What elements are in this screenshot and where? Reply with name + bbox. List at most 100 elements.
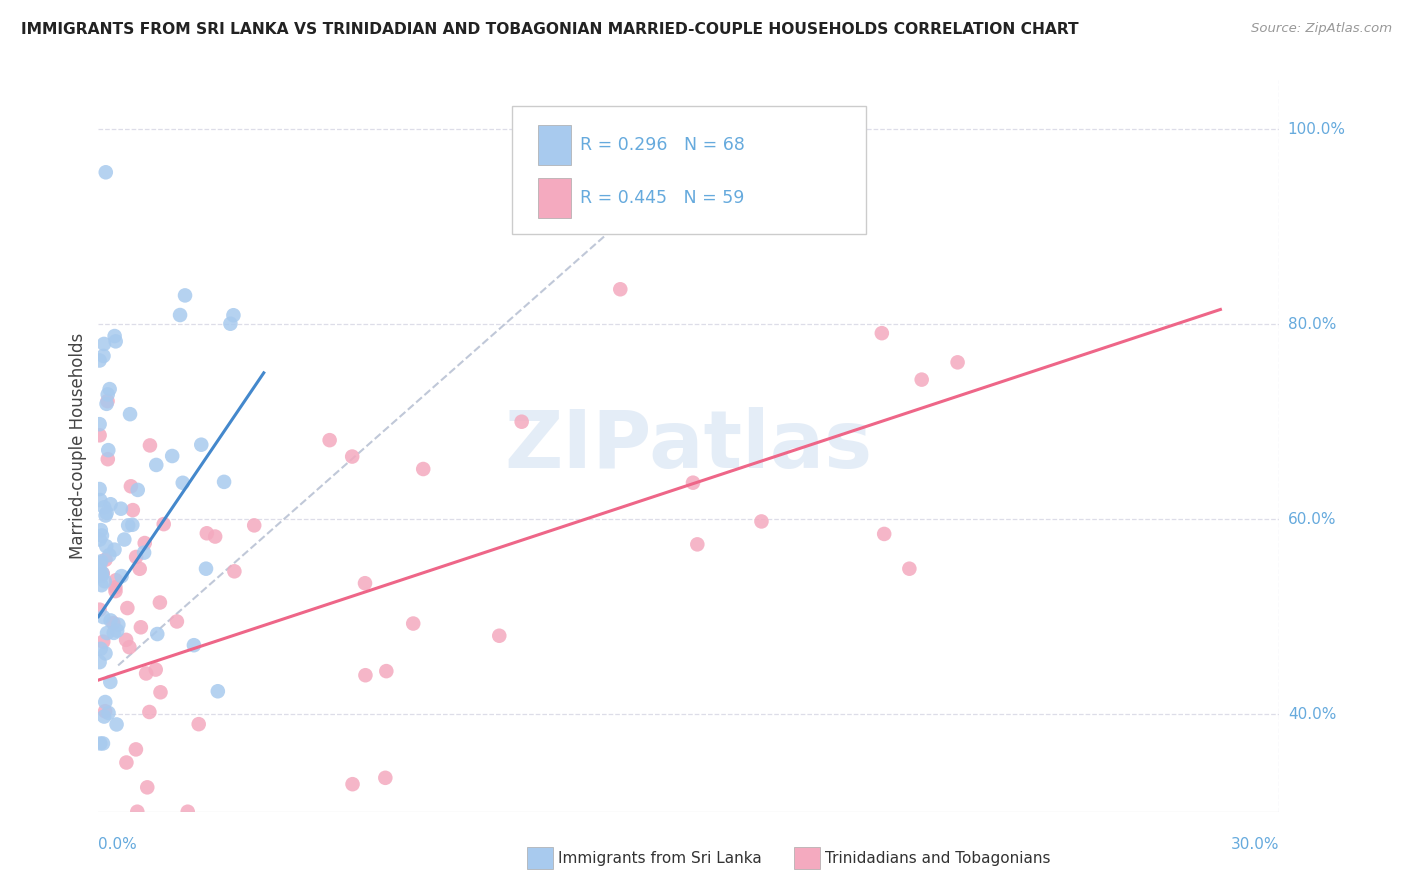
Point bbox=[129, 620, 152, 634]
Point bbox=[118, 640, 141, 655]
Point bbox=[90, 568, 112, 582]
Point bbox=[93, 349, 115, 363]
Point bbox=[224, 564, 246, 578]
Point bbox=[89, 533, 111, 547]
Point bbox=[104, 584, 127, 599]
Point bbox=[115, 632, 138, 647]
Point bbox=[166, 615, 188, 629]
Point bbox=[219, 317, 242, 331]
Point bbox=[89, 482, 111, 496]
Text: 60.0%: 60.0% bbox=[1288, 512, 1336, 526]
Text: 80.0%: 80.0% bbox=[1288, 317, 1336, 332]
Text: Source: ZipAtlas.com: Source: ZipAtlas.com bbox=[1251, 22, 1392, 36]
Point bbox=[609, 282, 631, 296]
Point bbox=[90, 554, 112, 568]
Point bbox=[91, 528, 114, 542]
Point bbox=[374, 771, 396, 785]
Point bbox=[212, 475, 235, 489]
Point bbox=[136, 780, 159, 795]
Point bbox=[222, 308, 245, 322]
FancyBboxPatch shape bbox=[512, 106, 866, 234]
Point bbox=[125, 742, 148, 756]
Point bbox=[120, 479, 142, 493]
Point bbox=[98, 382, 121, 396]
Point bbox=[100, 614, 122, 628]
Point bbox=[146, 627, 169, 641]
Point bbox=[318, 433, 340, 447]
Point bbox=[91, 736, 114, 750]
Point bbox=[117, 601, 139, 615]
Point bbox=[105, 624, 128, 638]
Point bbox=[89, 602, 111, 616]
Point bbox=[127, 483, 149, 497]
Text: ZIPatlas: ZIPatlas bbox=[505, 407, 873, 485]
Point bbox=[103, 625, 125, 640]
Y-axis label: Married-couple Households: Married-couple Households bbox=[69, 333, 87, 559]
Point bbox=[172, 475, 194, 490]
Point bbox=[751, 515, 773, 529]
Point bbox=[121, 517, 143, 532]
Point bbox=[195, 526, 218, 541]
Point bbox=[128, 562, 150, 576]
Point bbox=[152, 517, 174, 532]
Point bbox=[115, 756, 138, 770]
Point bbox=[898, 562, 921, 576]
Point bbox=[125, 549, 148, 564]
Point bbox=[94, 695, 117, 709]
Point bbox=[127, 805, 149, 819]
Point bbox=[97, 443, 120, 458]
Point bbox=[98, 675, 121, 690]
Point bbox=[145, 663, 167, 677]
Point bbox=[118, 407, 141, 421]
Point bbox=[354, 668, 377, 682]
Point bbox=[94, 165, 117, 179]
Point bbox=[89, 566, 111, 580]
Point bbox=[104, 334, 127, 349]
Point bbox=[97, 706, 120, 720]
Point bbox=[510, 415, 533, 429]
Point bbox=[488, 629, 510, 643]
Point bbox=[870, 326, 893, 341]
Point bbox=[183, 638, 205, 652]
Point bbox=[96, 394, 118, 409]
Point bbox=[89, 556, 111, 570]
Point bbox=[132, 546, 155, 560]
Text: R = 0.445   N = 59: R = 0.445 N = 59 bbox=[581, 189, 745, 207]
Point bbox=[187, 717, 209, 731]
Text: R = 0.296   N = 68: R = 0.296 N = 68 bbox=[581, 136, 745, 154]
Point bbox=[89, 417, 111, 432]
Point bbox=[117, 518, 139, 533]
Point bbox=[138, 705, 160, 719]
Point bbox=[94, 552, 117, 566]
Point bbox=[121, 503, 143, 517]
Point bbox=[342, 777, 364, 791]
Bar bbox=[537, 125, 571, 165]
Point bbox=[340, 450, 363, 464]
Point bbox=[139, 438, 162, 452]
Point bbox=[94, 508, 117, 523]
Point bbox=[94, 704, 117, 718]
Point bbox=[145, 458, 167, 472]
Point bbox=[96, 506, 118, 520]
Point bbox=[135, 666, 157, 681]
Point bbox=[96, 626, 118, 640]
Point bbox=[93, 709, 115, 723]
Point bbox=[90, 523, 112, 537]
Point bbox=[104, 580, 127, 594]
Point bbox=[110, 501, 132, 516]
Point bbox=[149, 595, 172, 609]
Text: 0.0%: 0.0% bbox=[98, 837, 138, 852]
Point bbox=[103, 542, 125, 557]
Point bbox=[105, 717, 128, 731]
Text: IMMIGRANTS FROM SRI LANKA VS TRINIDADIAN AND TOBAGONIAN MARRIED-COUPLE HOUSEHOLD: IMMIGRANTS FROM SRI LANKA VS TRINIDADIAN… bbox=[21, 22, 1078, 37]
Point bbox=[402, 616, 425, 631]
Point bbox=[873, 527, 896, 541]
Point bbox=[375, 664, 398, 678]
Point bbox=[412, 462, 434, 476]
Point bbox=[354, 576, 377, 591]
Point bbox=[107, 617, 129, 632]
Point bbox=[195, 562, 218, 576]
Point bbox=[96, 397, 118, 411]
Point bbox=[89, 563, 111, 577]
Point bbox=[177, 805, 200, 819]
